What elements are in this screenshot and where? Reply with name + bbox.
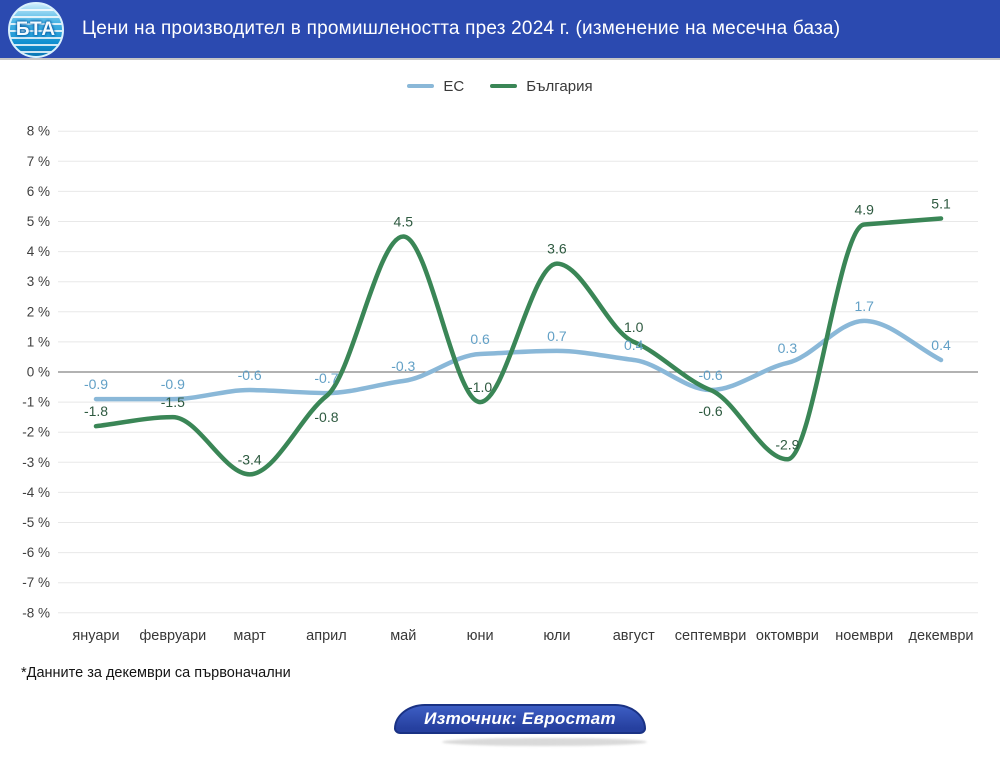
bulgaria-point-label: -0.6 [698, 403, 722, 419]
y-tick-label: 4 % [27, 244, 50, 259]
eu-line [93, 318, 944, 402]
y-tick-label: 5 % [27, 214, 50, 229]
bulgaria-point-label: 4.5 [394, 214, 414, 230]
legend-marker-eu [407, 84, 435, 88]
y-tick-label: -1 % [22, 395, 50, 410]
x-tick-label: юни [467, 628, 494, 644]
legend-label-bulgaria: България [526, 77, 593, 95]
legend-label-eu: ЕС [443, 77, 465, 95]
legend-item-eu: ЕС [407, 78, 464, 95]
bulgaria-point-label: 4.9 [854, 202, 874, 218]
y-tick-label: -7 % [22, 575, 50, 590]
eu-point-label: 0.4 [624, 337, 644, 353]
y-tick-label: 1 % [27, 334, 50, 349]
x-tick-label: февруари [139, 628, 206, 644]
x-tick-label: април [306, 628, 347, 644]
x-tick-label: септември [675, 628, 747, 644]
eu-point-label: -0.3 [391, 358, 415, 374]
eu-point-label: -0.7 [314, 370, 338, 386]
eu-point-label: 0.4 [931, 337, 951, 353]
y-tick-label: -4 % [22, 485, 50, 500]
x-tick-label: март [233, 628, 266, 644]
x-tick-label: юли [543, 628, 570, 644]
eu-point-label: 0.3 [778, 340, 798, 356]
eu-point-label: -0.9 [84, 376, 108, 392]
eu-point-label: 0.6 [470, 331, 490, 347]
footnote: *Данните за декември са първоначални [21, 665, 291, 681]
y-tick-label: 8 % [27, 124, 50, 139]
y-tick-label: 7 % [27, 154, 50, 169]
x-tick-label: октомври [756, 628, 819, 644]
source-badge-shadow [442, 738, 647, 746]
y-tick-label: 3 % [27, 274, 50, 289]
y-tick-label: -5 % [22, 515, 50, 530]
eu-point-label: -0.9 [161, 376, 185, 392]
y-tick-label: -3 % [22, 455, 50, 470]
bta-logo-text: БТА [15, 19, 57, 40]
bulgaria-point-label: 5.1 [931, 195, 951, 211]
eu-point-label: 1.7 [854, 298, 874, 314]
bulgaria-point-label: -3.4 [238, 451, 262, 467]
source-badge-text: Източник: Евростат [424, 709, 616, 728]
x-tick-label: май [390, 628, 416, 644]
header-bar: БТА Цени на производител в промишленостт… [0, 0, 1000, 60]
y-tick-label: -8 % [22, 605, 50, 620]
bulgaria-point-label: -1.8 [84, 403, 108, 419]
bulgaria-point-label: -0.8 [314, 409, 338, 425]
y-tick-label: 0 % [27, 365, 50, 380]
x-tick-label: януари [72, 628, 119, 644]
x-tick-label: август [613, 628, 655, 644]
y-tick-label: -6 % [22, 545, 50, 560]
bulgaria-point-label: 3.6 [547, 241, 567, 257]
bta-logo: БТА [8, 2, 64, 58]
bulgaria-point-label: 1.0 [624, 319, 644, 335]
x-tick-label: декември [909, 628, 974, 644]
legend-item-bulgaria: България [490, 77, 593, 95]
source-badge: Източник: Евростат [394, 704, 646, 734]
bulgaria-line [93, 216, 944, 477]
bulgaria-point-label: -1.5 [161, 394, 185, 410]
y-tick-label: 6 % [27, 184, 50, 199]
x-tick-label: ноември [835, 628, 893, 644]
chart-legend: ЕС България [0, 74, 1000, 98]
bulgaria-point-label: -2.9 [775, 436, 799, 452]
legend-marker-bulgaria [490, 84, 518, 88]
eu-point-label: -0.6 [238, 367, 262, 383]
bulgaria-point-label: -1.0 [468, 379, 492, 395]
eu-point-label: -0.6 [698, 367, 722, 383]
page-title: Цени на производител в промишлеността пр… [82, 18, 841, 39]
eu-point-label: 0.7 [547, 328, 567, 344]
y-tick-label: 2 % [27, 304, 50, 319]
y-tick-label: -2 % [22, 425, 50, 440]
